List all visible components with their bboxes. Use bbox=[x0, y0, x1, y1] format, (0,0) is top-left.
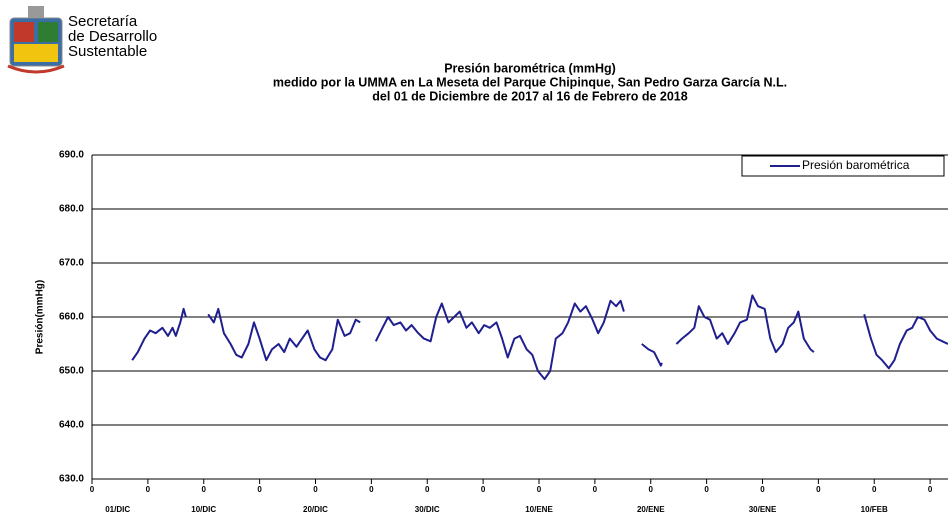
x-tick-label: 0 bbox=[257, 485, 262, 494]
x-tick-label: 0 bbox=[425, 485, 430, 494]
org-name: Sustentable bbox=[68, 43, 147, 60]
chart-title: Presión barométrica (mmHg) bbox=[444, 61, 616, 75]
y-tick-label: 690.0 bbox=[59, 150, 84, 161]
x-tick-label: 0 bbox=[313, 485, 318, 494]
series-line bbox=[131, 294, 948, 381]
y-axis-label: Presión(mmHg) bbox=[35, 280, 46, 354]
x-tick-label: 0 bbox=[369, 485, 374, 494]
org-name: de Desarrollo bbox=[68, 28, 157, 45]
x-tick-label: 0 bbox=[760, 485, 765, 494]
x-tick-label: 0 bbox=[593, 485, 598, 494]
y-tick-label: 650.0 bbox=[59, 366, 84, 377]
x-tick-label: 0 bbox=[146, 485, 151, 494]
x-tick-label: 0 bbox=[202, 485, 207, 494]
x-date-label: 20/ENE bbox=[637, 505, 665, 514]
x-tick-label: 0 bbox=[481, 485, 486, 494]
org-name: Secretaría bbox=[68, 13, 138, 30]
x-date-label: 10/FEB bbox=[861, 505, 888, 514]
x-tick-label: 0 bbox=[90, 485, 95, 494]
x-date-label: 30/DIC bbox=[415, 505, 440, 514]
chart-title: medido por la UMMA en La Meseta del Parq… bbox=[273, 75, 787, 89]
x-date-label: 10/DIC bbox=[191, 505, 216, 514]
x-date-label: 01/DIC bbox=[105, 505, 130, 514]
logo bbox=[7, 6, 65, 74]
y-tick-label: 670.0 bbox=[59, 258, 84, 269]
x-tick-label: 0 bbox=[649, 485, 654, 494]
y-tick-label: 660.0 bbox=[59, 312, 84, 323]
x-tick-label: 0 bbox=[872, 485, 877, 494]
chart-title: del 01 de Diciembre de 2017 al 16 de Feb… bbox=[372, 89, 687, 103]
x-date-label: 20/DIC bbox=[303, 505, 328, 514]
legend-label: Presión barométrica bbox=[802, 158, 910, 172]
legend-box bbox=[741, 155, 945, 177]
x-tick-label: 0 bbox=[537, 485, 542, 494]
x-tick-label: 0 bbox=[704, 485, 709, 494]
y-tick-label: 680.0 bbox=[59, 204, 84, 215]
x-tick-label: 0 bbox=[928, 485, 933, 494]
x-date-label: 10/ENE bbox=[525, 505, 553, 514]
y-tick-label: 640.0 bbox=[59, 420, 84, 431]
y-tick-label: 630.0 bbox=[59, 474, 84, 485]
x-date-label: 30/ENE bbox=[749, 505, 777, 514]
x-tick-label: 0 bbox=[816, 485, 821, 494]
